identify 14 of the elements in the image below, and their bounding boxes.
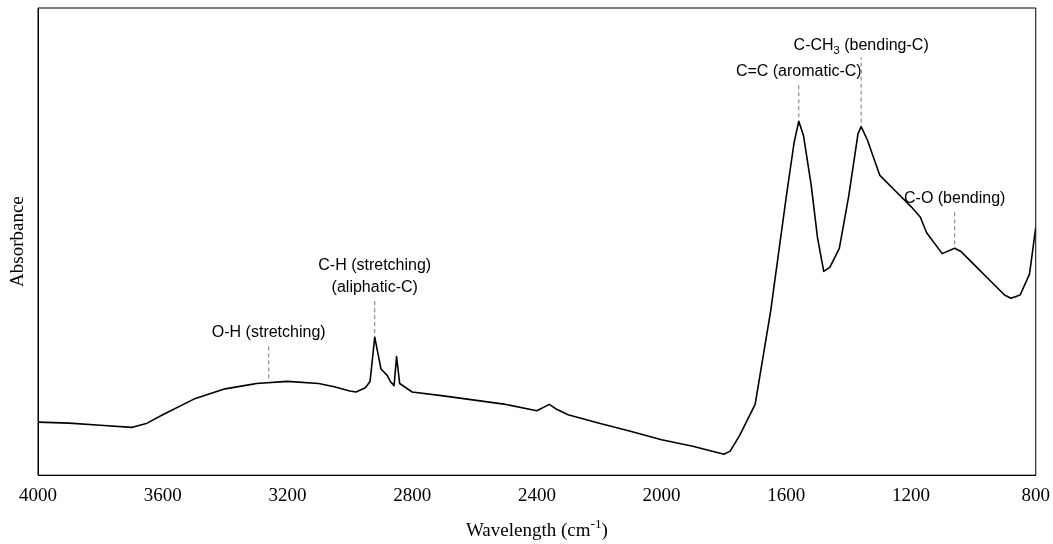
x-tick-label: 4000 — [19, 483, 57, 505]
x-tick-label: 2800 — [393, 483, 432, 505]
annotation: C-H (stretching) (aliphatic-C) — [318, 255, 432, 295]
x-tick-label: 1600 — [767, 483, 806, 505]
y-axis-title: Absorbance — [5, 196, 27, 287]
x-tick-label: 3600 — [143, 483, 182, 505]
annotation: C-O (bending) — [904, 188, 1006, 206]
x-tick-label: 800 — [1021, 483, 1050, 505]
x-tick-label: 2000 — [642, 483, 681, 505]
x-tick-label: 3200 — [268, 483, 307, 505]
x-tick-label: 2400 — [517, 483, 556, 505]
annotation: O-H (stretching) — [211, 322, 326, 340]
annotation: C=C (aromatic-C) — [735, 61, 862, 79]
x-tick-label: 1200 — [892, 483, 931, 505]
